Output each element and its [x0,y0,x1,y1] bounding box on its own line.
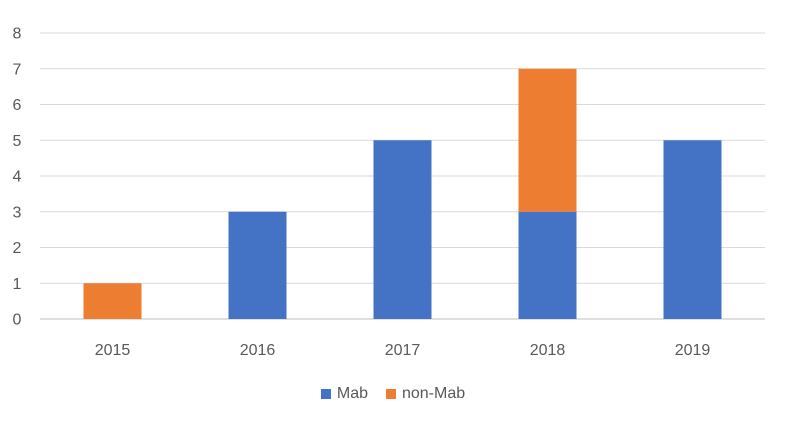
y-tick-label: 5 [13,133,22,150]
x-tick-label: 2019 [675,342,711,359]
legend-swatch-non-mab [385,389,396,399]
x-tick-label: 2017 [385,342,421,359]
y-tick-label: 7 [13,61,22,78]
bar-non-mab-2015 [83,283,142,319]
bar-mab-2019 [663,140,722,319]
y-tick-label: 0 [13,312,22,329]
legend-item-non-mab: non-Mab [385,385,466,403]
bar-chart: 0 1 2 3 4 5 6 7 8 2015 2016 2017 2018 2019 [13,26,765,359]
x-axis: 2015 2016 2017 2018 2019 [95,342,711,359]
legend-label-non-mab: non-Mab [401,385,466,402]
y-tick-label: 4 [13,169,22,186]
legend-swatch-mab [320,389,331,399]
y-axis: 0 1 2 3 4 5 6 7 8 [13,26,22,329]
x-tick-label: 2016 [240,342,276,359]
legend-item-mab: Mab [320,385,368,403]
y-tick-label: 8 [13,26,22,43]
bars [83,68,722,319]
x-tick-label: 2018 [530,342,566,359]
bar-non-mab-2018 [518,68,577,212]
y-tick-label: 2 [13,240,22,257]
x-tick-label: 2015 [95,342,131,359]
legend: Mab non-Mab [0,385,786,403]
y-tick-label: 6 [13,97,22,114]
bar-mab-2017 [373,140,432,319]
bar-mab-2016 [228,211,287,319]
bar-mab-2018 [518,211,577,319]
y-tick-label: 1 [13,276,22,293]
y-tick-label: 3 [13,204,22,221]
legend-label-mab: Mab [336,385,368,402]
